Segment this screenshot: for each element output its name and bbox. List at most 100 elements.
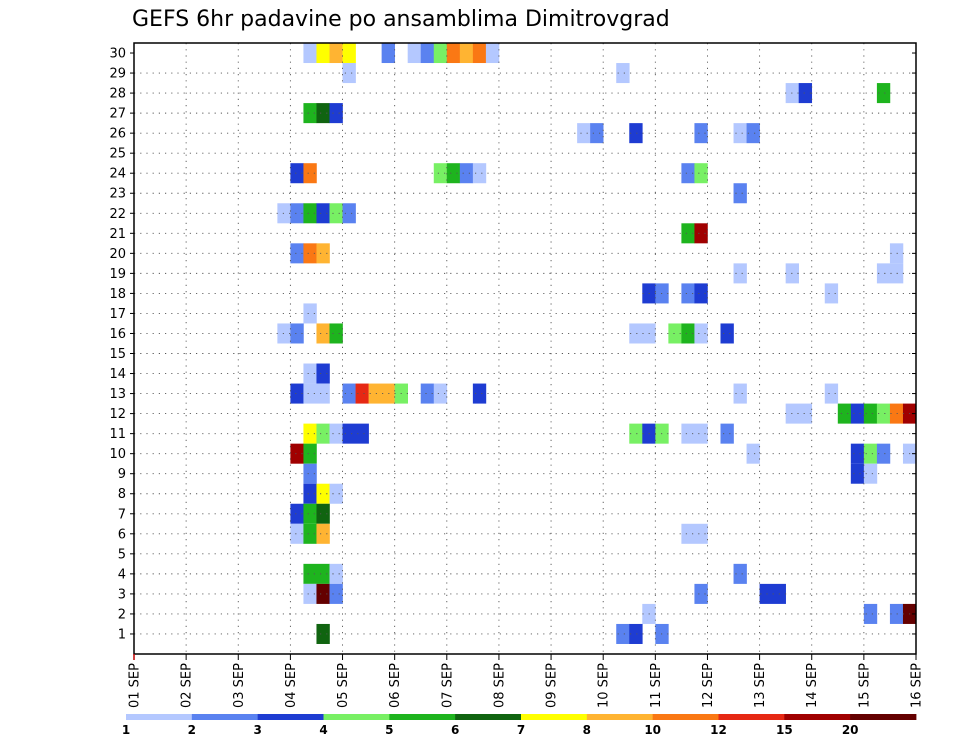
precip-cell: [694, 123, 708, 144]
precip-cell: [290, 523, 304, 544]
precip-cell: [381, 43, 395, 64]
precip-cell: [329, 583, 343, 604]
x-tick-label: 13 SEP: [753, 663, 768, 708]
colorbar-swatch: [586, 714, 654, 720]
x-tick-label: 07 SEP: [440, 663, 455, 708]
precip-cell: [681, 523, 708, 544]
precip-cell: [407, 43, 422, 64]
precip-cell: [876, 83, 891, 104]
colorbar-label: 8: [583, 723, 591, 737]
precip-cell: [629, 123, 643, 144]
y-tick-label: 18: [109, 287, 126, 302]
precip-cell: [303, 363, 317, 384]
precip-cell: [290, 383, 304, 404]
x-tick-label: 03 SEP: [232, 663, 247, 708]
y-tick-label: 11: [109, 427, 126, 442]
x-tick-label: 08 SEP: [492, 663, 507, 708]
precip-cell: [876, 403, 891, 424]
precip-cell: [303, 243, 317, 264]
precip-cell: [694, 583, 708, 604]
precip-cell: [824, 383, 839, 404]
precip-cell: [433, 43, 448, 64]
precip-cell: [681, 283, 695, 304]
precip-cell: [290, 443, 304, 464]
precip-cell: [316, 43, 330, 64]
x-tick-label: 12 SEP: [701, 663, 716, 708]
colorbar-label: 12: [710, 723, 727, 737]
colorbar-label: 15: [776, 723, 793, 737]
precip-cell: [290, 243, 304, 264]
precip-cell: [303, 163, 317, 184]
x-tick-label: 15 SEP: [857, 663, 872, 708]
colorbar-swatch: [191, 714, 259, 720]
y-tick-label: 20: [109, 247, 126, 262]
precip-cell: [863, 463, 878, 484]
precip-cell: [459, 43, 474, 64]
precip-cell: [303, 383, 330, 404]
precip-cell: [342, 63, 356, 84]
y-tick-label: 8: [118, 487, 126, 502]
precip-cell: [629, 423, 643, 444]
precip-cell: [433, 383, 448, 404]
y-tick-label: 23: [109, 187, 126, 202]
precip-cell: [290, 203, 304, 224]
precip-cell: [433, 163, 448, 184]
colorbar-swatch: [455, 714, 522, 720]
precip-cell: [694, 223, 708, 244]
precip-cell: [629, 623, 643, 644]
precip-cell: [850, 463, 865, 484]
y-tick-label: 1: [118, 627, 126, 642]
precip-cell: [316, 483, 330, 504]
precip-cell: [277, 323, 291, 344]
precip-cell: [290, 163, 304, 184]
precip-cell: [681, 163, 695, 184]
y-tick-label: 13: [109, 387, 126, 402]
colorbar-swatch: [389, 714, 456, 720]
precip-cell: [577, 123, 591, 144]
precip-cell: [459, 163, 474, 184]
precip-cell: [316, 363, 330, 384]
colorbar-swatch: [521, 714, 588, 720]
y-tick-label: 16: [109, 327, 126, 342]
colorbar-label: 10: [644, 723, 661, 737]
precip-cell: [863, 603, 878, 624]
colorbar-label: 6: [451, 723, 459, 737]
precip-cell: [277, 203, 291, 224]
colorbar-swatch: [126, 714, 193, 720]
precip-cell: [342, 43, 356, 64]
precip-cell: [446, 43, 461, 64]
x-tick-label: 02 SEP: [180, 663, 195, 708]
x-tick-label: 11 SEP: [649, 663, 664, 708]
colorbar-label: 7: [517, 723, 525, 737]
precip-cell: [616, 63, 630, 84]
precip-cell: [720, 323, 734, 344]
precip-cell: [316, 203, 330, 224]
precip-cell: [694, 323, 708, 344]
x-tick-label: 16 SEP: [910, 663, 925, 708]
precip-cell: [316, 503, 330, 524]
precip-cell: [303, 503, 317, 524]
precip-cell: [355, 383, 369, 404]
precip-cell: [733, 123, 747, 144]
precip-cell: [798, 83, 813, 104]
precip-cell: [472, 383, 487, 404]
precip-cell: [303, 463, 317, 484]
precip-cell: [681, 223, 695, 244]
precip-cell: [850, 443, 865, 464]
precip-cell: [863, 403, 878, 424]
precip-cell: [303, 583, 317, 604]
precip-cell: [590, 123, 604, 144]
grid-lines: [134, 43, 916, 654]
colorbar-swatch: [323, 714, 390, 720]
colorbar-swatch: [784, 714, 851, 720]
precip-cell: [837, 403, 852, 424]
heatmap-cells: [277, 43, 917, 644]
precip-cell: [342, 203, 356, 224]
colorbar-swatch: [718, 714, 785, 720]
precip-cell: [303, 523, 317, 544]
precip-cell: [316, 323, 330, 344]
y-tick-label: 5: [118, 547, 126, 562]
y-tick-label: 6: [118, 527, 126, 542]
precip-cell: [316, 583, 330, 604]
